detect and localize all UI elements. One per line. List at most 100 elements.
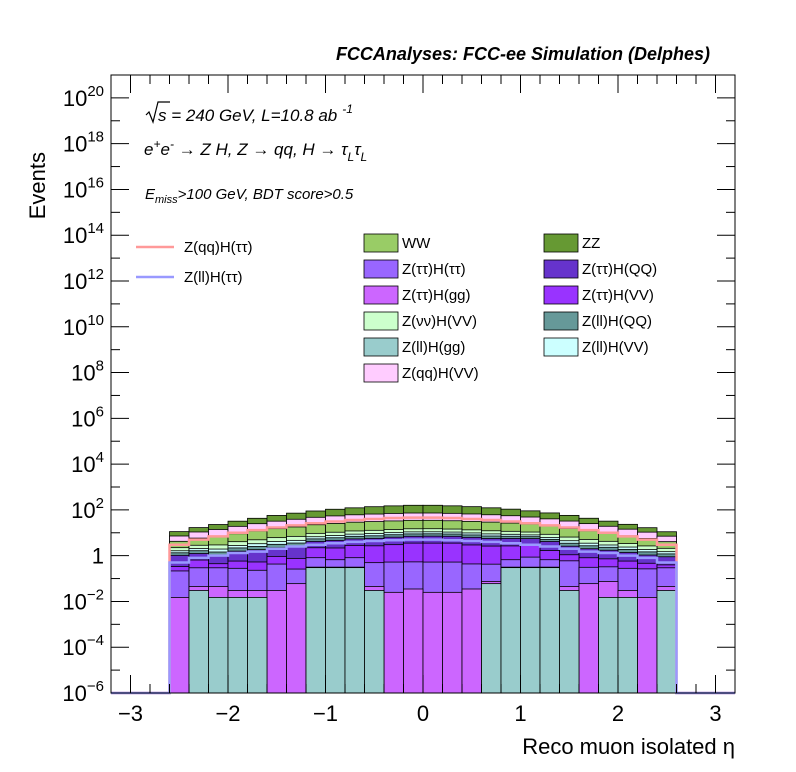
bar-Z(ττ)H(gg)-11 [383,591,404,694]
bar-Z(ll)H(gg)-3 [227,597,248,694]
bar-Z(ll)H(gg)-4 [247,597,268,694]
bar-Z(ll)H(gg)-22 [598,597,619,694]
overlay-lines [111,516,735,695]
x-tick-label--1: −1 [313,701,338,726]
emiss-e: E [145,186,156,203]
legend-swatch-Z(ττ)H(ττ) [363,259,399,279]
cut-annotation: Emiss>100 GeV, BDT score>0.5 [145,186,354,206]
tau2: τ [354,140,362,159]
cut-text: Emiss>100 GeV, BDT score>0.5 [145,186,354,206]
energy-text: s = 240 GeV, L=10.8 ab -1 [158,102,353,125]
energy-exponent: -1 [342,102,353,116]
bar-Z(ττ)H(gg)-24 [637,597,658,694]
bar-Z(ll)H(gg)-7 [305,567,326,694]
y-tick-label: 1016 [63,174,104,202]
y-tick-label: 1 [92,544,104,569]
legend-label-WW: WW [402,235,431,252]
bar-Z(ll)H(gg)-23 [617,597,638,694]
y-tick-label: 10−6 [62,678,104,706]
y-tick-label: 1014 [63,220,104,248]
legend-label-ZZ: ZZ [582,235,600,252]
legend-label-Z(ll)H(QQ): Z(ll)H(QQ) [582,313,652,330]
bar-Z(ττ)H(gg)-5 [266,590,287,694]
tau2-sub: L [361,150,368,164]
bar-Z(ττ)H(gg)-0 [169,597,190,694]
y-tick-label: 108 [71,358,104,386]
tau1: τ [341,140,349,159]
bar-Z(ll)H(gg)-10 [364,590,385,694]
legend-label-Z(ll)H(gg): Z(ll)H(gg) [402,339,465,356]
bar-Z(ττ)H(gg)-21 [578,583,599,694]
energy-value: = 240 GeV, L=10.8 ab [167,106,338,125]
x-tick-label--3: −3 [118,701,143,726]
legend: Z(qq)H(ττ) Z(ll)H(ττ) WW Z(ττ)H(ττ) Z(ττ)H(g… [136,233,657,383]
legend-label-Z(ττ)H(ττ): Z(ττ)H(ττ) [402,261,466,278]
cut-value: >100 GeV, BDT score>0.5 [178,186,354,203]
legend-swatch-Z(ll)H(VV) [543,337,579,357]
x-tick-label-1: 1 [514,701,526,726]
legend-label-Z(νν)H(VV): Z(νν)H(VV) [402,313,477,330]
legend-swatch-Z(ττ)H(gg) [363,285,399,305]
bar-Z(ll)H(gg)-1 [188,590,209,694]
y-tick-label: 102 [71,495,104,523]
legend-label-Z(qq)H(ττ): Z(qq)H(ττ) [184,239,253,256]
y-tick-label: 104 [71,449,104,477]
bar-Z(ll)H(gg)-16 [481,583,502,694]
y-tick-label: 10−4 [62,632,104,660]
process-text: e+e- → Z H, Z → qq, H → τLτL [144,137,367,164]
y-tick-label: 1018 [63,129,104,157]
bar-Z(ll)H(gg)-2 [208,597,229,694]
x-tick-label--2: −2 [215,701,240,726]
bar-Z(ττ)H(gg)-6 [286,583,307,694]
legend-swatch-Z(ll)H(QQ) [543,311,579,331]
legend-swatch-Z(ττ)H(VV) [543,285,579,305]
x-tick-label-0: 0 [417,701,429,726]
x-tick-label-3: 3 [709,701,721,726]
bar-Z(ττ)H(gg)-15 [461,588,482,694]
process-annotation: e+e- → Z H, Z → qq, H → τLτL [144,137,367,164]
bar-Z(ττ)H(gg)-13 [422,591,443,694]
legend-label-Z(ττ)H(gg): Z(ττ)H(gg) [402,287,471,304]
legend-swatch-ZZ [543,233,579,253]
line-Z(ll)H(ττ) [111,538,735,695]
chart-title: FCCAnalyses: FCC-ee Simulation (Delphes) [336,44,710,64]
bar-Z(ll)H(gg)-18 [520,567,541,694]
energy-annotation: s = 240 GeV, L=10.8 ab -1 [145,101,353,125]
line-Z(qq)H(ττ) [111,516,735,695]
legend-label-Z(ll)H(VV): Z(ll)H(VV) [582,339,649,356]
legend-label-Z(ll)H(ττ): Z(ll)H(ττ) [184,269,243,286]
legend-label-Z(ττ)H(VV): Z(ττ)H(VV) [582,287,654,304]
legend-swatch-Z(qq)H(VV) [363,363,399,383]
positron-symbol: e [160,140,169,159]
eplus-sup: + [153,137,160,151]
emiss-sub: miss [155,194,178,206]
y-tick-label: 1010 [63,312,104,340]
bar-Z(ττ)H(gg)-14 [442,591,463,694]
tau1-sub: L [348,150,355,164]
bar-Z(ll)H(gg)-8 [325,567,346,694]
bar-Z(ll)H(gg)-19 [539,567,560,694]
y-tick-label: 1012 [63,266,104,294]
legend-label-Z(ττ)H(QQ): Z(ττ)H(QQ) [582,261,657,278]
eminus-sup: - [170,137,174,151]
process-chain: → Z H, Z → qq, H → [174,140,341,159]
bar-Z(ττ)H(gg)-12 [403,588,424,694]
electron-symbol: e [144,140,153,159]
bar-Z(ll)H(gg)-9 [344,567,365,694]
energy-sqrt-s: s [158,106,167,125]
y-axis-label: Events [25,152,50,219]
x-tick-label-2: 2 [612,701,624,726]
x-axis-label: Reco muon isolated η [522,734,735,759]
sqrt-symbol [145,101,170,124]
y-tick-label: 10−2 [62,586,104,614]
bar-Z(ll)H(gg)-20 [559,590,580,694]
bar-Z(ll)H(gg)-17 [500,567,521,694]
series-Z(ll)H(gg) [188,567,677,694]
bar-Z(ll)H(gg)-25 [656,590,677,694]
legend-swatch-Z(ττ)H(QQ) [543,259,579,279]
y-tick-label: 1020 [63,83,104,111]
legend-label-Z(qq)H(VV): Z(qq)H(VV) [402,365,479,382]
y-tick-label: 106 [71,403,104,431]
